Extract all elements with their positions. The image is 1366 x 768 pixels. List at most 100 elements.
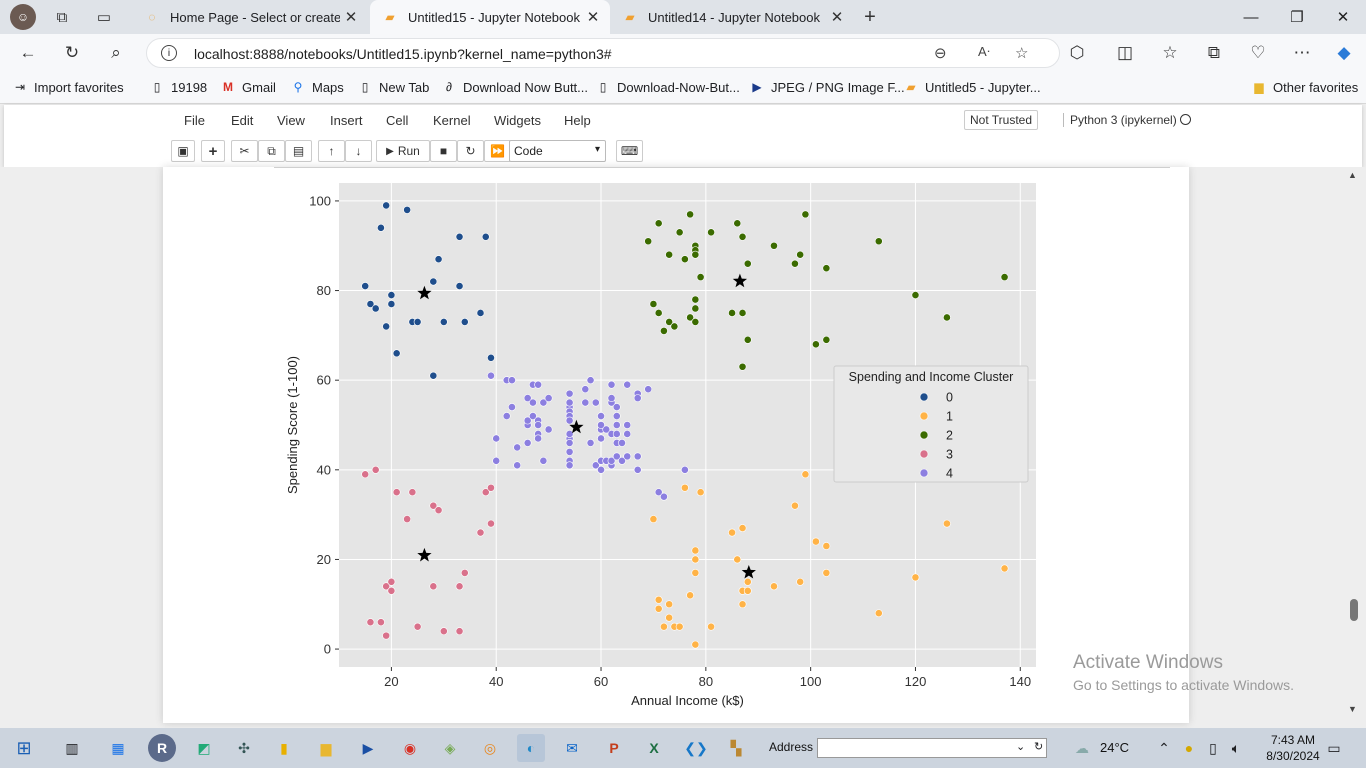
store-icon[interactable]: ▦ <box>111 739 125 756</box>
chrome-icon[interactable]: ◉ <box>403 739 417 756</box>
cluster-2-point <box>691 318 700 326</box>
insert-cell-button[interactable]: + <box>201 140 225 162</box>
paste-button[interactable]: ▤ <box>285 140 312 162</box>
r-app-icon[interactable]: R <box>148 734 176 762</box>
menu-edit[interactable]: Edit <box>231 113 254 128</box>
cluster-2-point <box>675 228 684 237</box>
scroll-thumb[interactable] <box>1350 599 1358 621</box>
vscode-icon[interactable]: ❮❯ <box>684 739 708 756</box>
tab-untitled15[interactable]: ▰ Untitled15 - Jupyter Notebook ✕ <box>370 0 610 34</box>
cut-button[interactable]: ✂ <box>231 140 258 162</box>
url-text[interactable]: localhost:8888/notebooks/Untitled15.ipyn… <box>194 46 612 62</box>
run-button[interactable]: ▶ Run <box>376 140 430 162</box>
go-icon[interactable]: ↻ <box>1034 741 1044 753</box>
menu-insert[interactable]: Insert <box>330 113 363 128</box>
favorite-maps[interactable]: ⚲ Maps <box>290 79 344 95</box>
move-up-button[interactable]: ↑ <box>318 140 345 162</box>
scrollbar[interactable]: ▲ ▼ <box>1346 170 1362 718</box>
restart-run-all-button[interactable]: ⏩ <box>484 140 511 162</box>
favorite-star-icon[interactable]: ☆ <box>1015 45 1029 62</box>
more-options-icon[interactable]: ⋯ <box>1293 43 1311 62</box>
menu-view[interactable]: View <box>277 113 305 128</box>
scroll-up-icon[interactable]: ▲ <box>1348 170 1357 180</box>
favorite-untitled5[interactable]: ▰ Untitled5 - Jupyter... <box>903 79 1040 95</box>
profile-avatar-icon[interactable]: ☺ <box>10 4 36 30</box>
split-screen-icon[interactable]: ◫ <box>1116 43 1134 62</box>
layers-app-icon[interactable]: ◈ <box>444 739 456 756</box>
task-view-icon[interactable]: ▥ <box>65 739 79 756</box>
edge-icon[interactable]: ◐ <box>517 734 545 762</box>
new-tab-icon[interactable]: + <box>864 5 876 28</box>
menu-cell[interactable]: Cell <box>386 113 409 128</box>
system-clock[interactable]: 7:43 AM 8/30/2024 <box>1260 732 1326 764</box>
address-bar[interactable]: i localhost:8888/notebooks/Untitled15.ip… <box>146 38 1060 68</box>
scroll-down-icon[interactable]: ▼ <box>1348 704 1357 714</box>
move-down-button[interactable]: ↓ <box>345 140 372 162</box>
jupyter-app-icon[interactable]: ◎ <box>483 739 497 756</box>
norton-icon[interactable]: ● <box>1184 740 1194 756</box>
favorite-download-now-but[interactable]: ▯ Download-Now-But... <box>595 79 740 95</box>
search-icon[interactable]: ⌕ <box>111 43 121 62</box>
weather-temperature[interactable]: 24°C <box>1100 740 1130 755</box>
tab-home-page[interactable]: ◌ Home Page - Select or create a n ✕ <box>132 0 368 34</box>
cell-type-select[interactable]: Code ▾ <box>509 140 606 162</box>
address-toolbar-label: Address <box>769 740 814 754</box>
menu-help[interactable]: Help <box>564 113 591 128</box>
menu-widgets[interactable]: Widgets <box>494 113 541 128</box>
weather-icon[interactable]: ☁ <box>1075 739 1089 756</box>
powerpoint-icon[interactable]: P <box>609 740 619 756</box>
minimize-icon[interactable]: — <box>1243 8 1259 26</box>
legend-label: 0 <box>946 391 953 405</box>
not-trusted-button[interactable]: Not Trusted <box>964 110 1039 130</box>
address-toolbar-input[interactable]: ⌄ ↻ <box>817 738 1047 758</box>
file-explorer-icon[interactable]: ▆ <box>320 739 332 756</box>
media-player-icon[interactable]: ▶ <box>362 739 374 756</box>
menu-file[interactable]: File <box>184 113 205 128</box>
browser-essentials-icon[interactable]: ♡ <box>1250 43 1266 62</box>
kernel-name[interactable]: Python 3 (ipykernel) <box>1063 113 1177 127</box>
start-windows-icon[interactable]: ⊞ <box>16 737 32 758</box>
chevron-down-icon[interactable]: ⌄ <box>1016 741 1026 753</box>
copilot-icon[interactable]: ◆ <box>1337 43 1351 62</box>
favorite-jpeg-png[interactable]: ▶ JPEG / PNG Image F... <box>749 79 904 95</box>
site-info-icon[interactable]: i <box>161 45 177 61</box>
outlook-icon[interactable]: ✉ <box>566 739 578 756</box>
menu-kernel[interactable]: Kernel <box>433 113 471 128</box>
power-bi-icon[interactable]: ▮ <box>280 739 288 756</box>
tab-actions-icon[interactable]: ▭ <box>96 9 112 26</box>
cluster-1-point <box>874 609 883 618</box>
close-tab-icon[interactable]: ✕ <box>344 9 358 26</box>
tab-untitled14[interactable]: ▰ Untitled14 - Jupyter Notebook ✕ <box>610 0 854 34</box>
favorite-import[interactable]: ⇥ Import favorites <box>12 79 124 95</box>
save-button[interactable]: ▣ <box>171 140 195 162</box>
show-hidden-icons[interactable]: ⌃ <box>1158 739 1170 756</box>
app-launcher-icon[interactable]: ▚ <box>730 739 742 756</box>
back-arrow-icon[interactable]: ← <box>19 43 37 62</box>
read-aloud-icon[interactable]: Aᐧ <box>978 44 990 59</box>
workspaces-icon[interactable]: ⧉ <box>56 8 68 26</box>
volume-icon[interactable]: 🔈︎ <box>1231 739 1241 756</box>
command-palette-button[interactable]: ⌨ <box>616 140 643 162</box>
interrupt-button[interactable]: ■ <box>430 140 457 162</box>
app-icon[interactable]: ◩ <box>197 739 211 756</box>
favorite-new-tab[interactable]: ▯ New Tab <box>357 79 430 95</box>
zoom-icon[interactable]: ⊖ <box>934 45 947 62</box>
favorite-download-now-button[interactable]: ∂ Download Now Butt... <box>441 79 588 95</box>
excel-icon[interactable]: X <box>649 740 659 756</box>
favorite-gmail[interactable]: M Gmail <box>220 79 276 95</box>
collections-icon[interactable]: ⧉ <box>1207 43 1221 62</box>
close-window-icon[interactable]: ✕ <box>1336 9 1350 26</box>
snipping-tool-icon[interactable]: ✣ <box>238 739 250 756</box>
close-tab-icon[interactable]: ✕ <box>830 9 844 26</box>
favorite-other-favorites[interactable]: ▆ Other favorites <box>1251 79 1358 95</box>
close-tab-icon[interactable]: ✕ <box>586 9 600 26</box>
copy-button[interactable]: ⧉ <box>258 140 285 162</box>
favorite-19198[interactable]: ▯ 19198 <box>149 79 207 95</box>
restore-icon[interactable]: ❐ <box>1290 9 1304 26</box>
extensions-icon[interactable]: ⬡ <box>1069 43 1085 62</box>
favorites-icon[interactable]: ☆ <box>1162 43 1178 62</box>
restart-button[interactable]: ↻ <box>457 140 484 162</box>
notifications-icon[interactable]: ▭ <box>1327 739 1341 756</box>
refresh-icon[interactable]: ↻ <box>64 43 80 62</box>
device-icon[interactable]: ▯ <box>1209 739 1217 756</box>
